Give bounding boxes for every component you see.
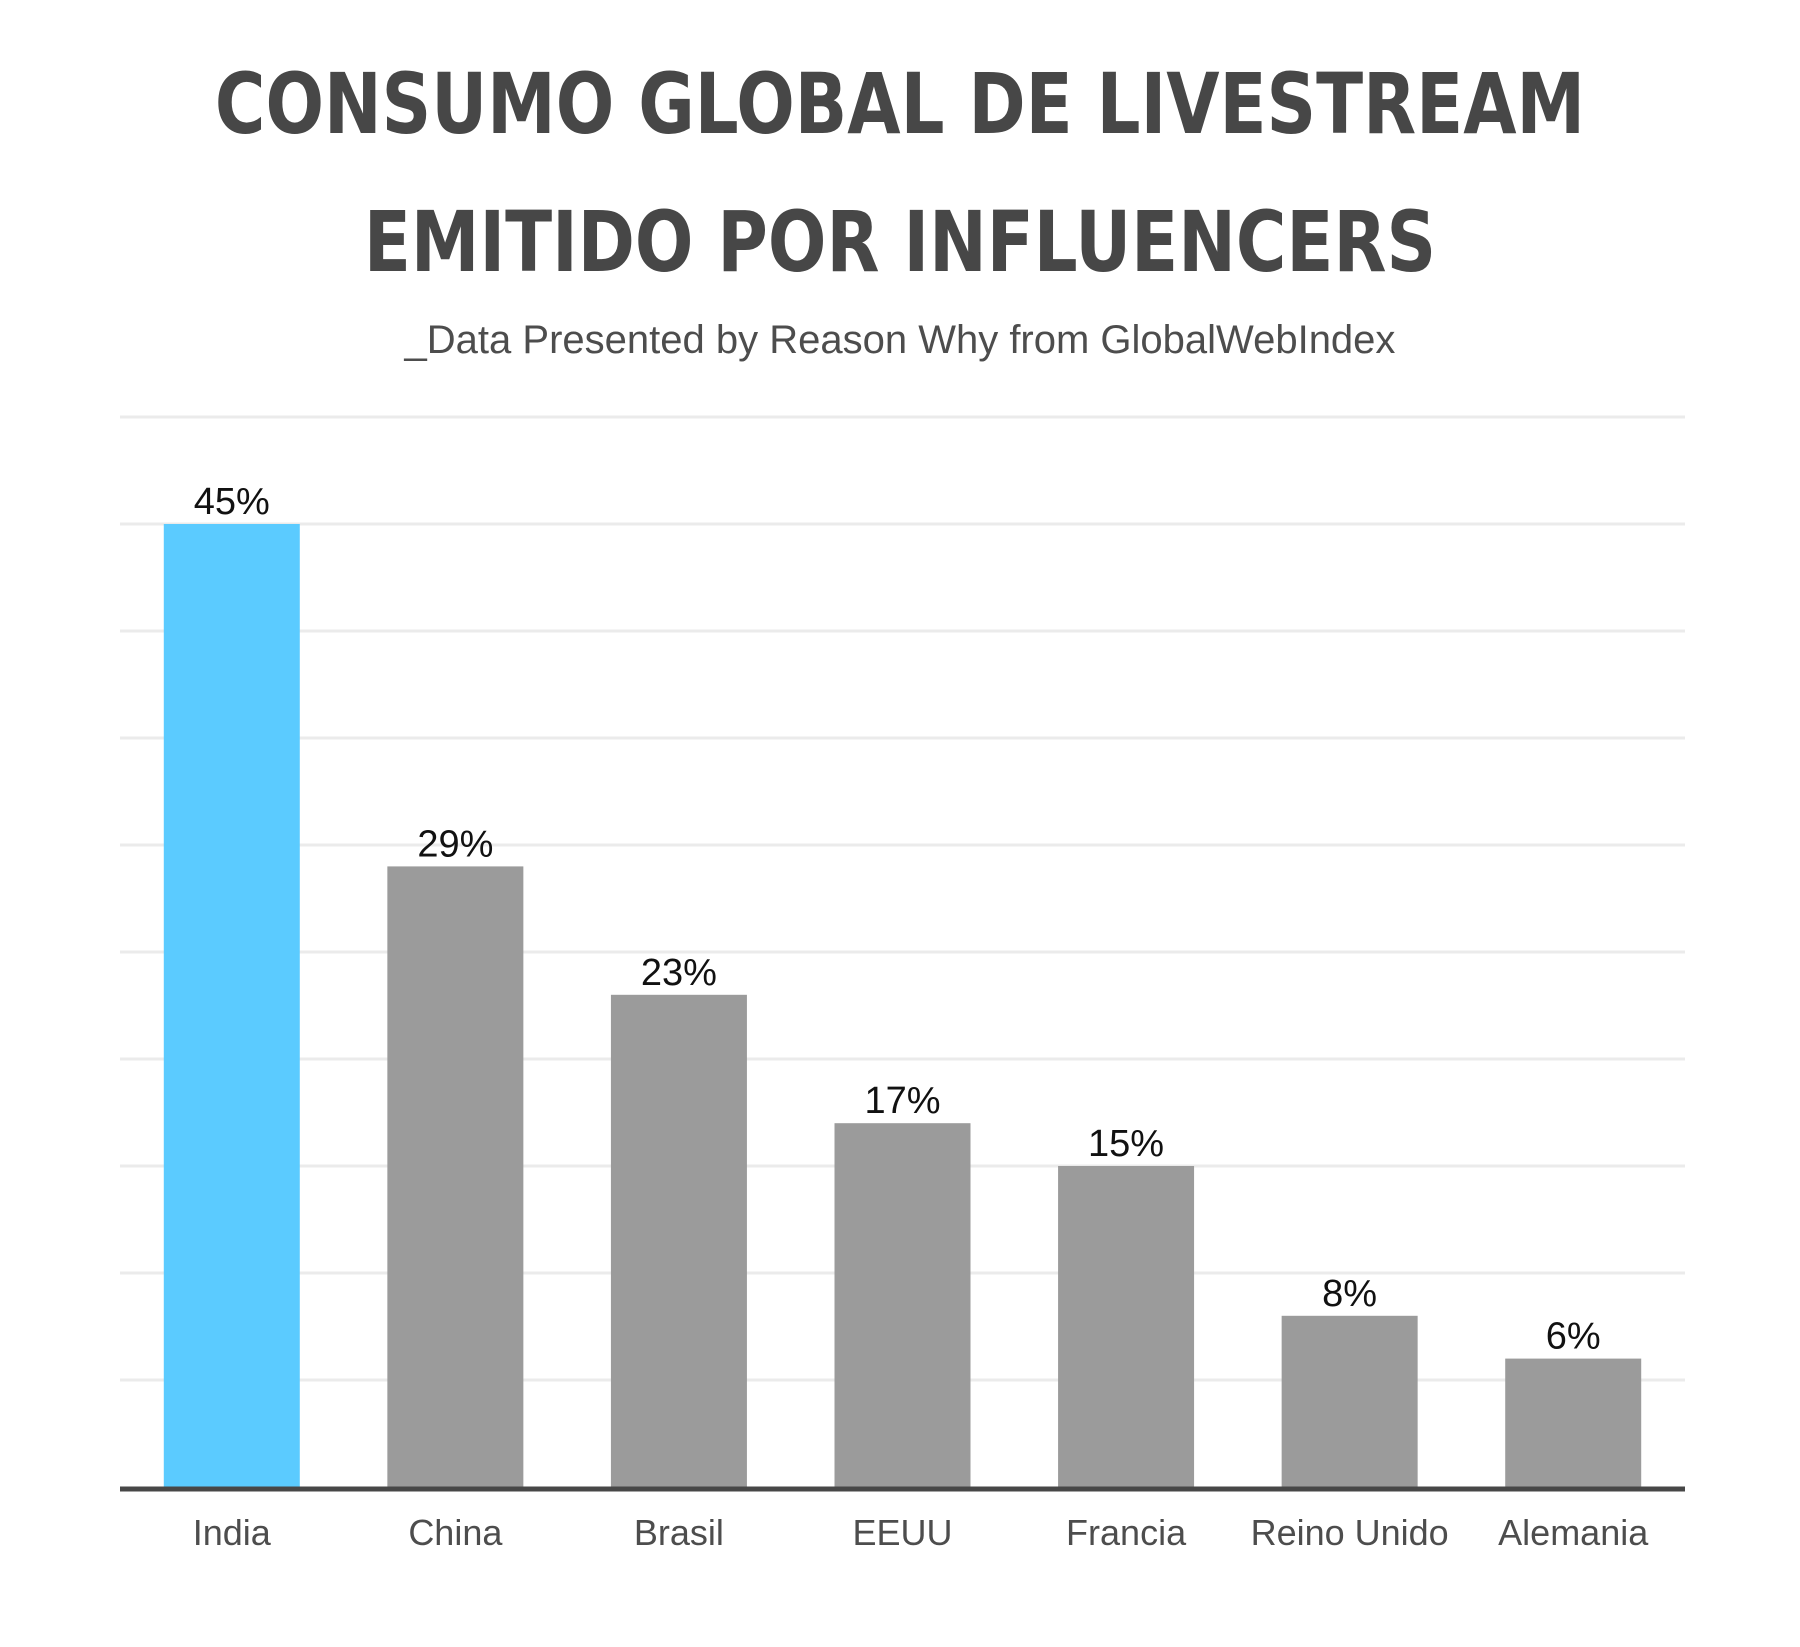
category-tick-labels: India China Brasil EEUU Francia Reino Unido Al…: [193, 1512, 1649, 1553]
bar-value-label: 15%: [1088, 1123, 1164, 1165]
bar-reino-unido: [1281, 1315, 1418, 1487]
bar-china: [387, 866, 524, 1487]
bar-value-label: 17%: [864, 1080, 940, 1122]
category-label: India: [193, 1512, 272, 1553]
chart-title-line-1: CONSUMO GLOBAL DE LIVESTREAM: [214, 55, 1586, 153]
bar-alemania: [1505, 1358, 1642, 1487]
bar-value-label: 23%: [641, 952, 717, 994]
chart-title-line-2: EMITIDO POR INFLUENCERS: [363, 193, 1437, 291]
bar-francia: [1058, 1166, 1195, 1487]
category-label: Alemania: [1498, 1512, 1649, 1553]
bar-value-label: 6%: [1546, 1316, 1601, 1358]
bar-india: [163, 524, 300, 1487]
category-label: Francia: [1066, 1512, 1187, 1553]
bar-value-label: 29%: [417, 823, 493, 865]
chart-subtitle: _Data Presented by Reason Why from Globa…: [404, 318, 1396, 362]
bar-value-labels: 45% 29% 23% 17% 15% 8% 6%: [194, 481, 1601, 1358]
bar-value-label: 8%: [1322, 1273, 1377, 1315]
grid-lines: [120, 415, 1685, 1382]
category-label: EEUU: [852, 1512, 952, 1553]
category-label: Brasil: [634, 1512, 724, 1553]
bars: [163, 524, 1642, 1487]
category-label: Reino Unido: [1251, 1512, 1449, 1553]
category-label: China: [408, 1512, 503, 1553]
bar-brasil: [610, 994, 747, 1487]
bar-eeuu: [834, 1123, 971, 1487]
bar-value-label: 45%: [194, 481, 270, 523]
